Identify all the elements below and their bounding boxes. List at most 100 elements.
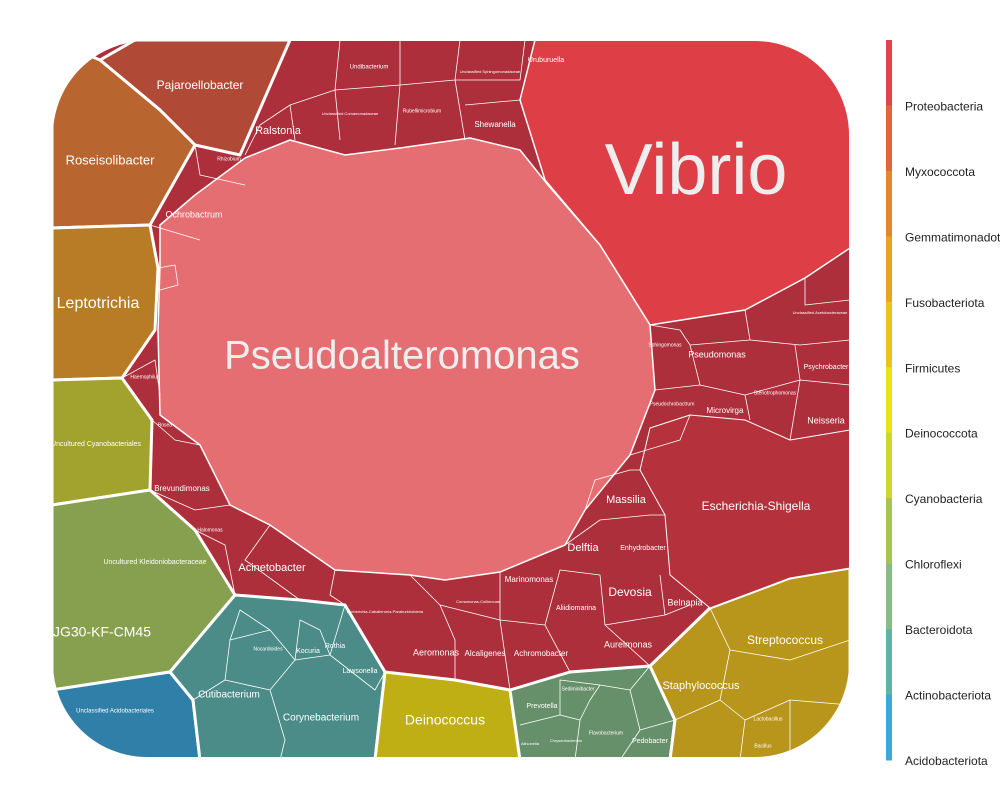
region-cyanobacteria (52, 376, 154, 507)
legend-label: Gemmatimonadota (905, 230, 1000, 244)
label-escherichia-shigella: Escherichia-Shigella (702, 499, 811, 513)
label-stenotrophomonas: Stenotrophomonas (754, 390, 797, 396)
label-sphingomonas: Sphingomonas (648, 342, 682, 348)
cell-border (719, 649, 731, 701)
label-streptococcus: Streptococcus (747, 633, 823, 647)
cell-border (674, 699, 746, 758)
cell-border (149, 489, 231, 511)
label-unclassified-acetobacteraceae: Unclassified Acetobacteraceae (793, 310, 848, 315)
cell-border (151, 419, 201, 446)
label-neisseria: Neisseria (807, 415, 845, 425)
cell-border (749, 339, 850, 346)
cell-border (499, 572, 571, 673)
label-pseudochrobactrum: Pseudochrobactrum (650, 401, 695, 407)
label-belnapia: Belnapia (667, 597, 702, 607)
cell-border (584, 469, 640, 511)
label-unclassified-acidobacteriales: Unclassified Acidobacteriales (76, 709, 154, 715)
label-chryseobacterium: Chryseobacterium (550, 738, 583, 743)
label-pedobacter: Pedobacter (632, 738, 668, 745)
cell-border (454, 79, 466, 141)
label-lactobacillus: Lactobacillus (754, 716, 783, 722)
label-marinomonas: Marinomonas (505, 575, 553, 584)
label-halomonas: Halomonas (197, 527, 223, 533)
cell-border (409, 574, 456, 680)
label-bosea: Bosea (158, 422, 172, 428)
legend-swatch (886, 629, 892, 696)
cell-pseudoalteromonas (157, 137, 656, 581)
cell-border (194, 144, 246, 186)
label-ralstonia: Ralstonia (255, 125, 302, 137)
cell-border (619, 729, 641, 758)
cell-border (789, 344, 801, 441)
label-uncultured-cyanobacteriales: Uncultured Cyanobacteriales (51, 441, 141, 448)
region-acidobacteriota (52, 670, 202, 758)
legend-label: Cyanobacteria (905, 492, 983, 506)
label-roseisolibacter: Roseisolibacter (66, 152, 156, 167)
legend-label: Proteobacteria (905, 99, 983, 113)
cell-border (564, 514, 665, 546)
label-aureimonas: Aureimonas (604, 639, 653, 649)
label-rhizobium: Rhizobium (217, 156, 241, 162)
label-comamonas-collimonas: Comamonas-Collimonas (456, 599, 500, 604)
label-corynebacterium: Corynebacterium (283, 713, 359, 724)
legend-swatch (886, 498, 892, 565)
cell-border (289, 104, 296, 141)
cell-border (709, 607, 850, 661)
cell-border (334, 89, 341, 141)
label-lawsonella: Lawsonella (342, 668, 377, 675)
cell-border (659, 574, 666, 616)
cell-border (629, 414, 691, 456)
legend-swatch (886, 367, 892, 434)
cell-border (329, 654, 386, 691)
cell-border (804, 278, 850, 306)
label-prevotella: Prevotella (526, 703, 557, 710)
label-sediminibacter: Sediminibacter (561, 686, 594, 692)
cell-border (654, 384, 751, 421)
label-pajaroellobacter: Pajaroellobacter (157, 78, 244, 92)
label-escherichia-caballeronia: Escherichia-Caballeronia-Paraburkholderi… (347, 609, 424, 614)
label-unclassified-sphingomonadaceae: Unclassified Sphingomonadaceae (460, 69, 521, 74)
label-nocardioides: Nocardioides (253, 646, 283, 652)
cell-border (244, 524, 301, 601)
label-shewanella: Shewanella (474, 120, 516, 129)
label-enhydrobacter: Enhydrobacter (620, 545, 666, 552)
label-bacillus: Bacillus (754, 743, 772, 749)
label-rubellimicrobium: Rubellimicrobium (403, 108, 441, 114)
cell-border (579, 684, 601, 721)
label-undibacterium: Undibacterium (350, 65, 389, 71)
cell-border (294, 619, 331, 661)
legend-label: Fusobacteriota (905, 296, 985, 310)
cell-border (689, 344, 701, 386)
legend-swatch (886, 40, 892, 106)
cell-border (121, 359, 161, 396)
legend-swatch (886, 694, 892, 761)
label-pseudoalteromonas: Pseudoalteromonas (224, 334, 580, 378)
label-acinetobacter: Acinetobacter (238, 562, 306, 574)
label-vibrio: Vibrio (605, 130, 788, 210)
legend-swatch (886, 105, 892, 172)
legend-label: Deinococcota (905, 427, 978, 441)
label-microvirga: Microvirga (707, 406, 744, 415)
label-kocuria: Kocuria (296, 648, 320, 655)
cell-border (229, 609, 271, 641)
label-uncultured-kleidoniobacteraceae: Uncultured Kleidoniobacteraceae (103, 559, 206, 566)
label-massilia: Massilia (606, 494, 647, 506)
cell-border (519, 714, 581, 758)
cell-border (329, 569, 346, 606)
label-brevundimonas: Brevundimonas (154, 484, 210, 493)
legend-swatch (886, 563, 892, 630)
legend: Proteobacteria Myxococcota Gemmatimonadota… (886, 40, 1000, 768)
cell-border (394, 84, 401, 146)
label-flavobacterium: Flavobacterium (589, 730, 623, 736)
legend-label: Bacteroidota (905, 623, 973, 637)
label-achromobacter: Achromobacter (514, 649, 569, 658)
legend-label: Actinobacteriota (905, 689, 991, 703)
cell-border (455, 40, 526, 81)
legend-swatch (886, 170, 892, 237)
cell-border (149, 224, 201, 241)
legend-swatch (886, 432, 892, 499)
legend-label: Chloroflexi (905, 558, 962, 572)
legend-label: Firmicutes (905, 361, 960, 375)
cell-border (464, 99, 521, 106)
